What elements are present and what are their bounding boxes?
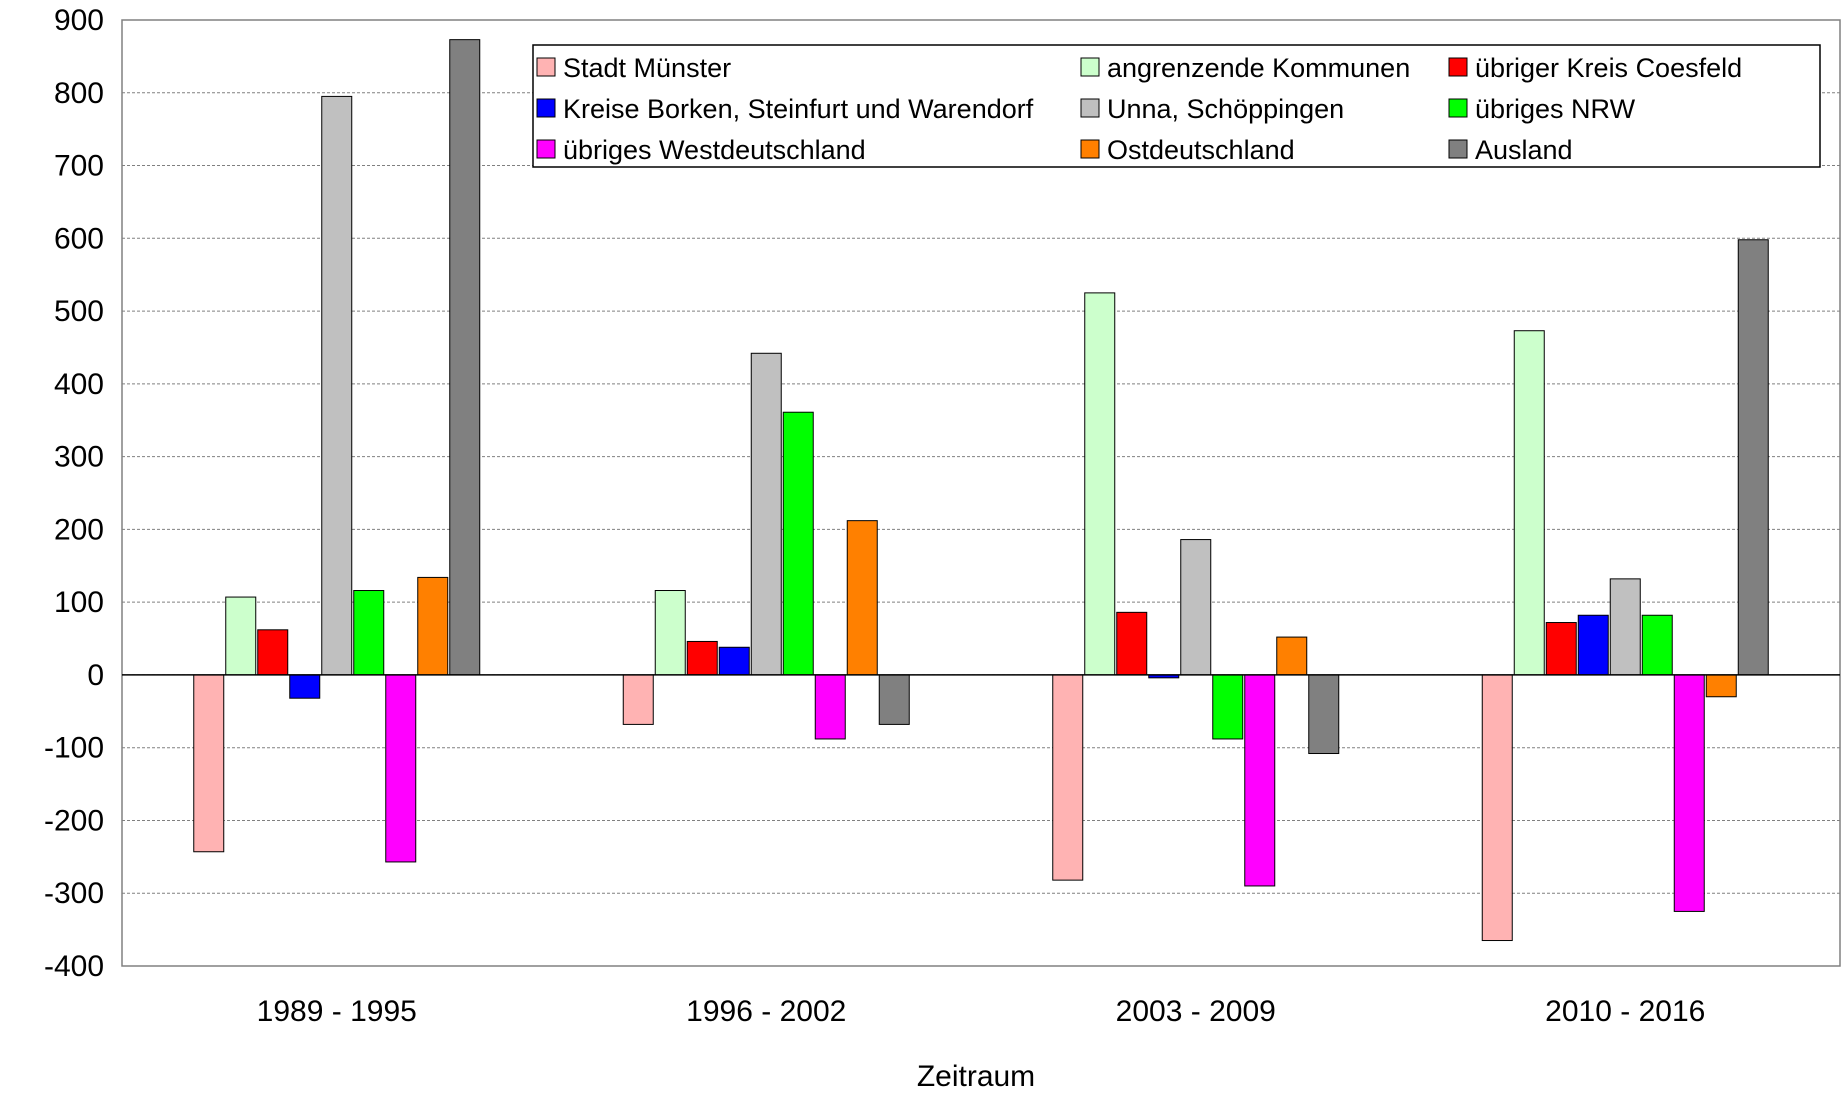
legend-label: übriger Kreis Coesfeld [1475, 53, 1742, 83]
x-category-label: 1996 - 2002 [686, 995, 846, 1028]
bar [718, 646, 750, 676]
bar [686, 640, 718, 676]
bar [1673, 674, 1705, 912]
y-tick-label: 100 [54, 586, 104, 619]
bar [1513, 330, 1545, 676]
legend-label: angrenzende Kommunen [1107, 53, 1410, 83]
bar [417, 576, 449, 676]
bar [1705, 674, 1737, 698]
bar [385, 674, 417, 863]
y-tick-label: 500 [54, 295, 104, 328]
y-tick-label: -300 [44, 877, 104, 910]
legend-swatch [1448, 57, 1468, 77]
y-tick-label: -100 [44, 732, 104, 765]
legend: Stadt Münster angrenzende Kommunen übriger… [532, 44, 1821, 168]
bar [622, 674, 654, 725]
bar [1116, 611, 1148, 676]
legend-swatch [1080, 139, 1100, 159]
legend-label: Stadt Münster [563, 53, 731, 83]
legend-label: Ostdeutschland [1107, 135, 1295, 165]
y-tick-label: -200 [44, 804, 104, 837]
legend-label: Ausland [1475, 135, 1573, 165]
legend-label: übriges Westdeutschland [563, 135, 866, 165]
y-tick-label: 800 [54, 77, 104, 110]
bar [1545, 622, 1577, 676]
legend-swatch [1080, 98, 1100, 118]
bars [193, 39, 1769, 942]
bar [654, 590, 686, 676]
legend-swatch [536, 57, 556, 77]
bar [321, 95, 353, 676]
bar [846, 520, 878, 676]
bar [225, 596, 257, 676]
y-tick-label: 300 [54, 441, 104, 474]
bar [353, 590, 385, 676]
bar [289, 674, 321, 699]
x-axis-title: Zeitraum [917, 1060, 1035, 1093]
bar [1276, 636, 1308, 676]
y-tick-label: 700 [54, 150, 104, 183]
legend-label: Kreise Borken, Steinfurt und Warendorf [563, 94, 1034, 124]
legend-swatch [1448, 139, 1468, 159]
gridlines [122, 92, 1840, 894]
y-tick-labels: -400 -300 -200 -100 0 100 200 300 400 500 600 700 80… [44, 4, 104, 983]
bar [193, 674, 225, 853]
bar [1212, 674, 1244, 740]
axes [121, 19, 1841, 967]
bar [750, 352, 782, 676]
bar [1244, 674, 1276, 887]
plot-area-border [121, 19, 1841, 967]
y-tick-label: 600 [54, 222, 104, 255]
x-category-label: 2010 - 2016 [1545, 995, 1705, 1028]
bar [878, 674, 910, 725]
bar [1180, 539, 1212, 676]
bar [1737, 239, 1769, 676]
bar [257, 629, 289, 676]
legend-swatch [1448, 98, 1468, 118]
bar [1641, 614, 1673, 676]
bar [1308, 674, 1340, 755]
y-tick-label: 0 [87, 659, 104, 692]
bar [782, 411, 814, 676]
legend-swatch [536, 139, 556, 159]
y-tick-label: 200 [54, 513, 104, 546]
y-tick-label: -400 [44, 950, 104, 983]
x-category-labels: 1989 - 1995 1996 - 2002 2003 - 2009 2010 - … [257, 995, 1706, 1028]
bar [1481, 674, 1513, 942]
legend-swatch [1080, 57, 1100, 77]
legend-label: übriges NRW [1475, 94, 1636, 124]
x-category-label: 1989 - 1995 [257, 995, 417, 1028]
x-category-label: 2003 - 2009 [1116, 995, 1276, 1028]
bar [1577, 614, 1609, 676]
bar [1052, 674, 1084, 881]
y-tick-label: 400 [54, 368, 104, 401]
legend-label: Unna, Schöppingen [1107, 94, 1344, 124]
legend-box [532, 44, 1821, 168]
legend-swatch [536, 98, 556, 118]
bar [814, 674, 846, 740]
bar [449, 39, 481, 676]
y-tick-label: 900 [54, 4, 104, 37]
bar [1084, 292, 1116, 676]
bar [1609, 578, 1641, 676]
